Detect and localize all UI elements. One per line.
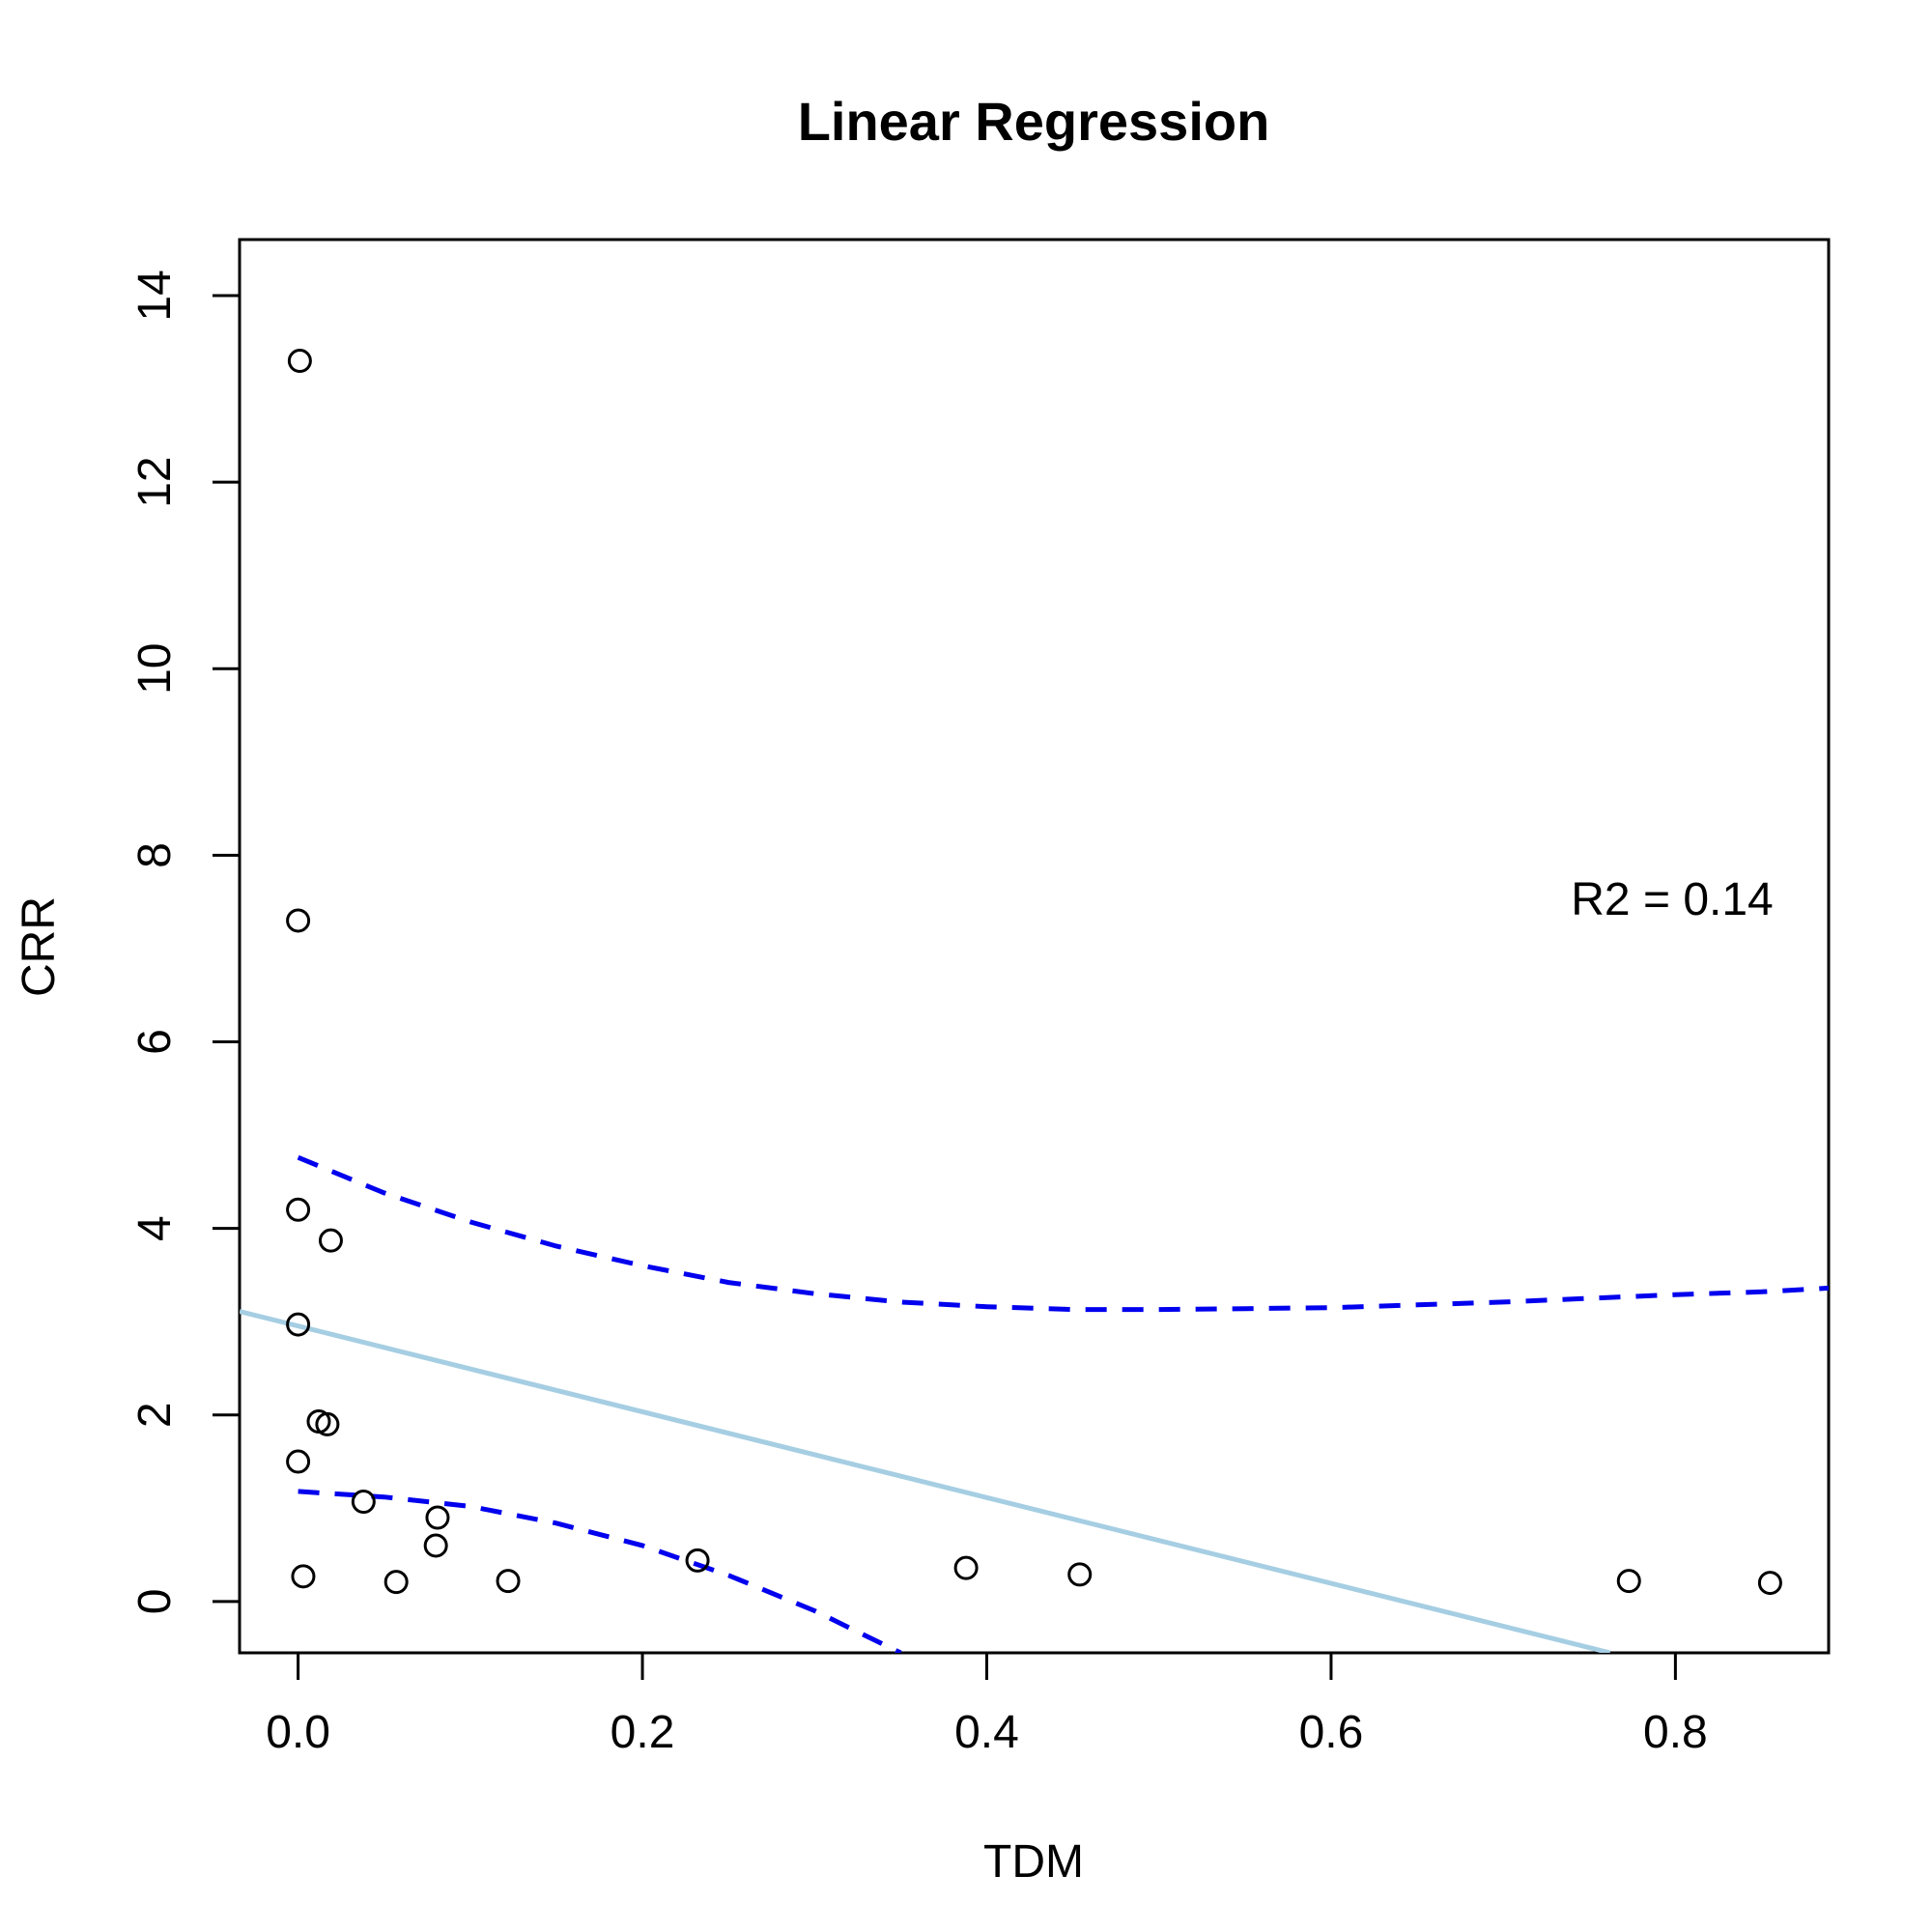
y-tick-label: 8 bbox=[129, 842, 181, 868]
data-point bbox=[318, 1228, 343, 1253]
x-tick-label: 0.2 bbox=[611, 1707, 675, 1758]
x-axis-label: TDM bbox=[983, 1836, 1084, 1888]
chart-title: Linear Regression bbox=[798, 91, 1270, 152]
y-tick-label: 10 bbox=[129, 643, 181, 695]
upper-confidence-band bbox=[297, 1154, 1829, 1313]
y-tick-label: 4 bbox=[129, 1215, 181, 1241]
data-point bbox=[286, 908, 311, 933]
data-point bbox=[286, 1449, 311, 1474]
y-tick-label: 2 bbox=[129, 1402, 181, 1428]
x-tick-label: 0.0 bbox=[266, 1707, 330, 1758]
plot-lines bbox=[240, 1154, 1829, 1653]
data-point bbox=[423, 1533, 448, 1558]
data-point bbox=[496, 1569, 521, 1594]
regression-line bbox=[240, 1309, 1611, 1653]
plot-area bbox=[240, 349, 1829, 1653]
data-point bbox=[685, 1548, 710, 1573]
x-tick-label: 0.4 bbox=[954, 1707, 1019, 1758]
x-tick-label: 0.6 bbox=[1299, 1707, 1364, 1758]
data-point bbox=[953, 1555, 979, 1580]
data-point bbox=[287, 349, 312, 374]
r2-annotation: R2 = 0.14 bbox=[1571, 874, 1773, 925]
data-point bbox=[1616, 1569, 1641, 1594]
data-point bbox=[1067, 1562, 1093, 1587]
lower-confidence-band bbox=[298, 1489, 902, 1653]
y-tick-label: 0 bbox=[129, 1589, 181, 1615]
x-axis: 0.0 0.2 0.4 0.6 0.8 bbox=[266, 1651, 1708, 1758]
x-tick-label: 0.8 bbox=[1643, 1707, 1708, 1758]
data-point bbox=[291, 1564, 316, 1589]
y-tick-label: 14 bbox=[129, 270, 181, 321]
data-point bbox=[1757, 1571, 1782, 1596]
data-point bbox=[286, 1312, 311, 1337]
data-point bbox=[315, 1411, 340, 1436]
data-point bbox=[384, 1570, 409, 1595]
y-axis-label: CRR bbox=[14, 896, 65, 997]
plot-frame bbox=[238, 238, 1831, 1655]
y-tick-label: 12 bbox=[129, 456, 181, 507]
y-tick-label: 6 bbox=[129, 1029, 181, 1055]
data-point bbox=[425, 1505, 450, 1530]
data-point bbox=[351, 1490, 376, 1515]
data-point bbox=[286, 1197, 311, 1222]
y-axis: 0 2 4 6 8 10 12 14 bbox=[129, 270, 242, 1615]
